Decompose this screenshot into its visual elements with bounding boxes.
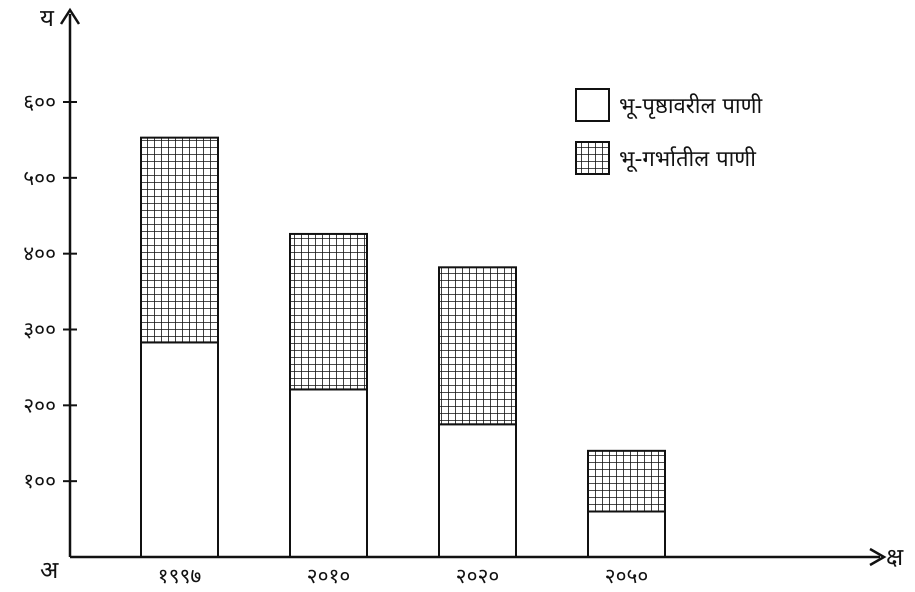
bar-groundwater-2 <box>438 266 517 426</box>
bar-groundwater-0 <box>140 136 219 344</box>
bar-surface-water-2 <box>438 423 517 558</box>
legend-label-groundwater: भू-गर्भातील पाणी <box>619 146 756 173</box>
x-tick-label: १९९७ <box>158 564 202 588</box>
y-axis-arrow <box>59 7 81 25</box>
bars-group <box>140 136 666 558</box>
y-tick-label: ४०० <box>23 242 56 266</box>
legend-label-surface-water: भू-पृष्ठावरील पाणी <box>619 93 762 120</box>
y-tick-label: १०० <box>23 469 56 493</box>
bar-surface-water-0 <box>140 341 219 558</box>
y-tick-label: ५०० <box>23 166 56 190</box>
bar-groundwater-1 <box>289 232 368 391</box>
x-tick-label: २०१० <box>307 564 351 588</box>
legend: भू-पृष्ठावरील पाणी भू-गर्भातील पाणी <box>575 88 762 175</box>
x-axis-arrow <box>869 547 887 567</box>
bar-surface-water-1 <box>289 388 368 558</box>
x-labels-group: १९९७ २०१० २०२० २०५० <box>158 564 649 588</box>
y-ticks-group: १०० २०० ३०० ४०० ५०० ६०० <box>23 90 77 493</box>
bar-groundwater-3 <box>587 449 666 513</box>
x-tick-label: २०५० <box>605 564 649 588</box>
y-axis-letter: य <box>40 4 55 32</box>
legend-swatch-groundwater <box>575 141 610 175</box>
origin-label: अ <box>40 556 59 584</box>
y-tick-label: २०० <box>23 393 56 417</box>
y-tick-label: ६०० <box>23 90 56 114</box>
bar-surface-water-3 <box>587 510 666 558</box>
y-tick-label: ३०० <box>23 318 56 342</box>
x-axis-letter: क्ष <box>886 543 904 571</box>
legend-swatch-surface-water <box>575 88 610 122</box>
x-tick-label: २०२० <box>456 564 500 588</box>
